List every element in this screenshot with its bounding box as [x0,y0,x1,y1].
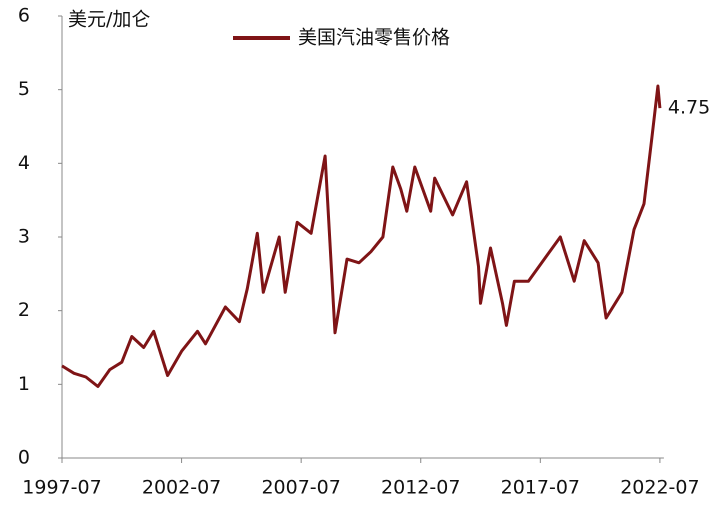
x-tick-label: 2022-07 [620,477,699,499]
y-tick-label: 2 [18,299,30,321]
x-tick-label: 2017-07 [501,477,580,499]
y-tick-label: 0 [18,447,30,469]
x-tick-label: 1997-07 [22,477,101,499]
value-label: 4.75 [668,97,710,119]
y-tick-label: 6 [18,5,30,27]
y-tick-label: 4 [18,152,30,174]
y-tick-label: 1 [18,373,30,395]
series-line [61,84,662,388]
legend-label: 美国汽油零售价格 [298,27,450,49]
x-tick-label: 2007-07 [261,477,340,499]
y-axis-label: 美元/加仑 [68,9,150,31]
y-tick-label: 3 [18,226,30,248]
y-tick-label: 5 [18,78,30,100]
x-tick-label: 2002-07 [142,477,221,499]
x-tick-label: 2012-07 [381,477,460,499]
